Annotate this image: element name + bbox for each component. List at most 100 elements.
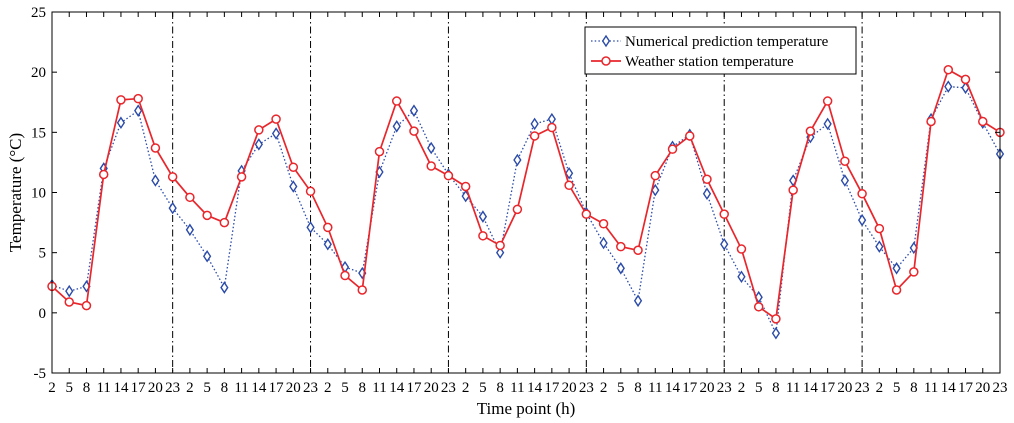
point-weather-station-41 [753, 302, 764, 312]
x-tick-label-51: 11 [924, 380, 938, 396]
point-weather-station-10 [219, 217, 230, 228]
x-tick-label-22: 20 [424, 380, 439, 396]
point-numerical-9 [202, 250, 212, 263]
y-tick-label-4: 15 [31, 125, 46, 141]
point-numerical-47 [857, 213, 867, 227]
point-weather-station-26 [495, 240, 505, 251]
point-weather-station-46 [840, 156, 850, 166]
x-tick-label-13: 17 [269, 380, 285, 396]
point-numerical-40 [737, 270, 746, 284]
x-tick-label-17: 5 [341, 380, 349, 396]
x-tick-label-19: 11 [372, 380, 386, 396]
x-tick-label-45: 17 [820, 380, 836, 396]
point-weather-station-7 [167, 172, 178, 182]
point-numerical-20 [392, 120, 401, 133]
point-weather-station-40 [736, 244, 747, 254]
legend-marker-numerical [601, 34, 611, 48]
point-numerical-7 [168, 201, 177, 215]
legend: Numerical prediction temperature Weather… [584, 26, 857, 75]
x-tick-label-3: 11 [96, 380, 110, 396]
x-tick-label-1: 5 [65, 380, 73, 396]
series-layer [47, 65, 1005, 340]
x-tick-label-47: 23 [855, 380, 870, 396]
point-numerical-25 [478, 210, 488, 223]
x-tick-label-32: 2 [600, 380, 608, 396]
x-tick-label-35: 11 [648, 380, 662, 396]
point-weather-station-49 [891, 285, 902, 295]
point-numerical-10 [220, 281, 229, 294]
x-tick-label-28: 14 [527, 380, 543, 396]
point-weather-station-48 [874, 223, 885, 234]
point-numerical-49 [892, 262, 901, 275]
x-tick-label-10: 8 [221, 380, 229, 396]
point-weather-station-35 [650, 170, 661, 181]
point-numerical-52 [944, 80, 953, 93]
point-numerical-29 [547, 112, 556, 126]
y-axis-label: Temperature (°C) [6, 133, 25, 252]
x-tick-label-46: 20 [837, 380, 852, 396]
point-numerical-6 [151, 174, 160, 187]
point-weather-station-17 [340, 270, 350, 281]
x-tick-label-5: 17 [131, 380, 147, 396]
point-weather-station-31 [581, 209, 592, 219]
x-tick-label-23: 23 [441, 380, 456, 396]
point-numerical-48 [875, 240, 884, 253]
point-weather-station-30 [564, 180, 574, 191]
x-tick-label-14: 20 [286, 380, 301, 396]
point-numerical-34 [633, 294, 643, 308]
point-numerical-12 [254, 138, 263, 151]
point-weather-station-50 [909, 267, 919, 277]
legend-label-numerical: Numerical prediction temperature [625, 34, 829, 50]
x-tick-label-31: 23 [579, 380, 594, 396]
series-weather-station [47, 65, 1005, 324]
point-weather-station-37 [684, 131, 695, 141]
x-tick-label-40: 2 [738, 380, 746, 396]
y-tick-label-0: -5 [34, 366, 47, 382]
point-weather-station-2 [81, 300, 92, 311]
point-numerical-45 [823, 117, 832, 131]
point-numerical-32 [599, 236, 608, 250]
point-weather-station-42 [771, 314, 781, 324]
x-tick-label-36: 14 [665, 380, 681, 396]
point-weather-station-20 [391, 96, 402, 106]
point-weather-station-13 [271, 114, 281, 124]
x-tick-label-55: 23 [993, 380, 1008, 396]
x-tick-label-49: 5 [893, 380, 901, 396]
point-weather-station-45 [822, 96, 833, 106]
point-weather-station-38 [702, 174, 712, 185]
x-tick-label-12: 14 [251, 380, 267, 396]
y-tick-label-6: 25 [31, 5, 46, 21]
x-tick-label-6: 20 [148, 380, 163, 396]
point-numerical-39 [720, 237, 729, 251]
point-numerical-27 [513, 153, 522, 167]
point-weather-station-34 [633, 245, 643, 256]
point-numerical-8 [185, 223, 195, 237]
y-axis-ticks: -5 0 5 10 15 20 25 [31, 5, 1000, 382]
point-weather-station-28 [529, 131, 540, 141]
point-weather-station-9 [202, 210, 212, 221]
x-tick-label-43: 11 [786, 380, 800, 396]
x-tick-label-34: 8 [634, 380, 642, 396]
x-tick-label-16: 2 [324, 380, 332, 396]
legend-box [584, 26, 857, 75]
point-numerical-46 [840, 174, 850, 187]
point-weather-station-39 [719, 209, 729, 219]
point-weather-station-8 [185, 192, 195, 203]
point-numerical-14 [289, 180, 298, 193]
x-tick-label-48: 2 [876, 380, 884, 396]
x-tick-label-18: 8 [359, 380, 367, 396]
point-weather-station-43 [788, 185, 798, 195]
y-tick-label-3: 10 [31, 186, 46, 202]
x-tick-label-7: 23 [165, 380, 180, 396]
point-weather-station-54 [978, 116, 988, 127]
x-tick-label-27: 11 [510, 380, 524, 396]
point-numerical-21 [409, 104, 419, 117]
point-weather-station-11 [236, 172, 247, 182]
x-tick-label-21: 17 [406, 380, 422, 396]
x-tick-label-15: 23 [303, 380, 318, 396]
x-tick-label-4: 14 [113, 380, 129, 396]
point-numerical-4 [116, 116, 126, 129]
point-weather-station-33 [616, 241, 626, 252]
x-tick-label-24: 2 [462, 380, 470, 396]
